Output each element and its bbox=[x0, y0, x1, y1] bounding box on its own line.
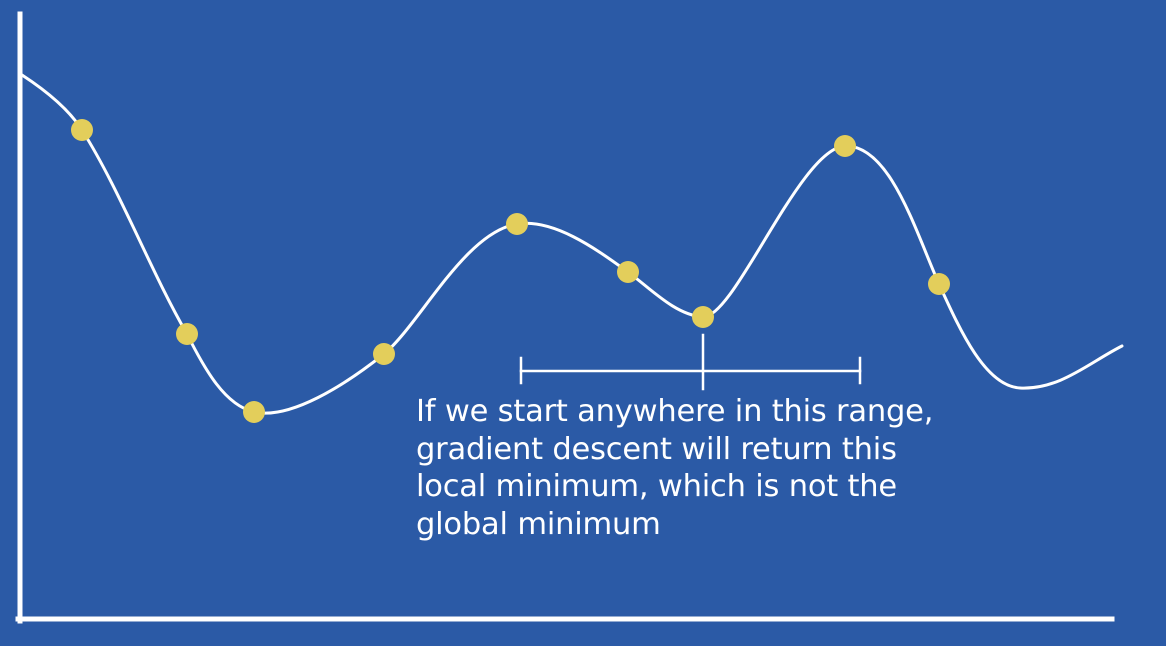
sample-point bbox=[928, 273, 950, 295]
range-bracket bbox=[519, 333, 862, 391]
sample-point bbox=[506, 213, 528, 235]
sample-point bbox=[243, 401, 265, 423]
sample-point bbox=[373, 343, 395, 365]
annotation-line-1: If we start anywhere in this range, bbox=[416, 394, 934, 429]
annotation-line-3: local minimum, which is not the bbox=[416, 469, 897, 504]
range-annotation: If we start anywhere in this range, grad… bbox=[416, 393, 1016, 543]
sample-point bbox=[71, 119, 93, 141]
sample-point bbox=[176, 323, 198, 345]
local-minimum-point bbox=[692, 306, 714, 328]
annotation-line-2: gradient descent will return this bbox=[416, 431, 897, 467]
sample-points bbox=[71, 119, 950, 423]
annotation-line-4: global minimum bbox=[416, 506, 661, 542]
sample-point bbox=[617, 261, 639, 283]
sample-point bbox=[834, 135, 856, 157]
